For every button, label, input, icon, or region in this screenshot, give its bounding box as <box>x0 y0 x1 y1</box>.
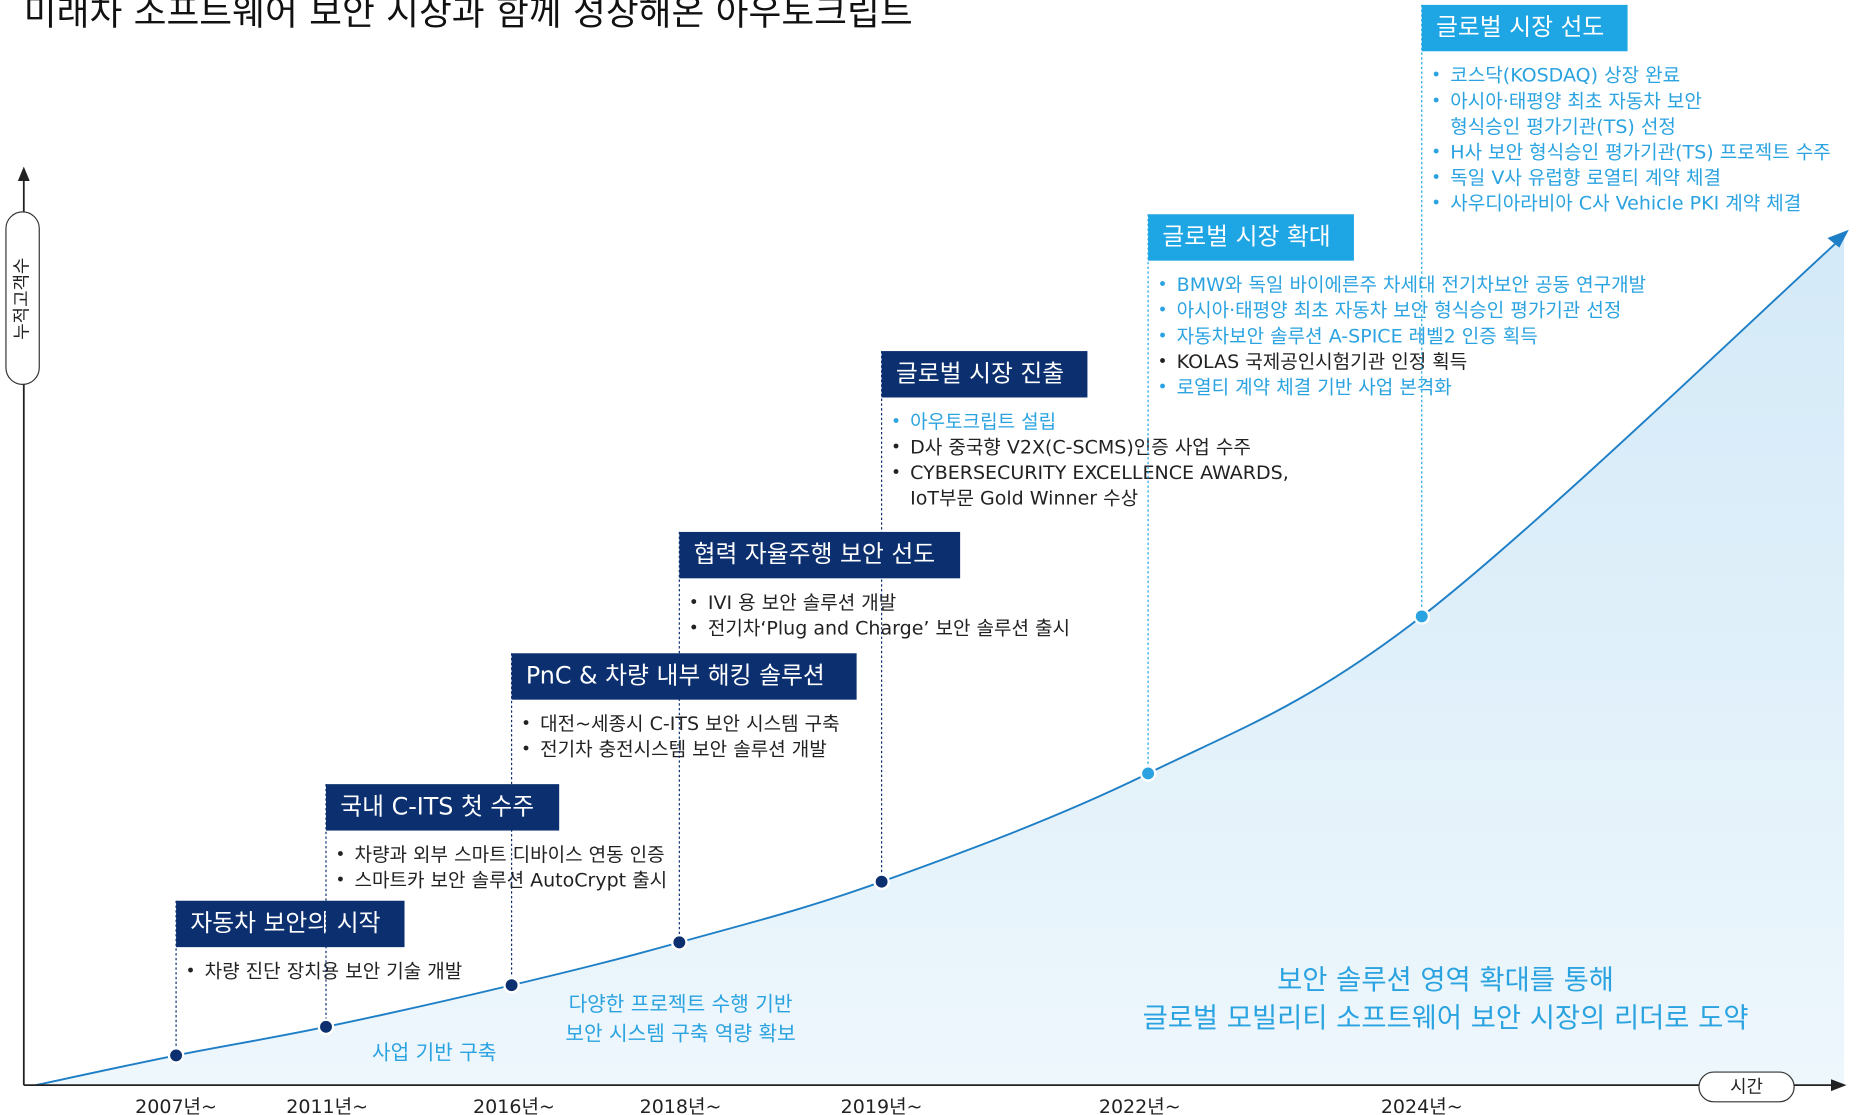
item: 독일 V사 유럽향 로열티 계약 체결 <box>1450 167 1721 189</box>
item: 전기차‘Plug and Charge’ 보안 솔루션 출시 <box>708 617 1070 639</box>
milestone-dot <box>167 1047 185 1064</box>
heading-box <box>1148 214 1354 261</box>
heading-box <box>1421 4 1628 52</box>
year: 2011년~ <box>286 1096 368 1115</box>
item: IVI 용 보안 솔루션 개발 <box>708 592 896 614</box>
item: D사 중국향 V2X(C-SCMS)인증 사업 수주 <box>910 437 1251 459</box>
year: 2018년~ <box>640 1096 722 1115</box>
growth-curve <box>35 234 1845 1087</box>
item: BMW와 독일 바이에른주 차세대 전기차보안 공동 연구개발 <box>1177 274 1646 296</box>
bullet: • <box>891 438 901 457</box>
heading-box <box>511 653 857 700</box>
bullet: • <box>1431 168 1441 187</box>
bullet: • <box>1431 66 1441 85</box>
item: 아시아·태평양 최초 자동차 보안 <box>1450 90 1702 112</box>
bullet: • <box>1158 352 1168 371</box>
item: KOLAS 국제공인시험기관 인정 획득 <box>1177 351 1468 373</box>
y-axis-label: 누적고객수 <box>12 258 33 340</box>
heading-box <box>176 900 405 948</box>
year: 2019년~ <box>841 1096 923 1115</box>
x-label-pill <box>1698 1071 1795 1103</box>
heading: 국내 C-ITS 첫 수주 <box>340 792 534 820</box>
heading: 자동차 보안의 시작 <box>190 909 380 937</box>
milestone-dot <box>1139 765 1157 782</box>
title: 미래차 소프트웨어 보안 시장과 함께 성장해온 아우토크립트 <box>24 0 913 33</box>
heading: 글로벌 시장 선도 <box>1436 13 1604 41</box>
item: 대전~세종시 C-ITS 보안 시스템 구축 <box>540 713 839 735</box>
bullet: • <box>1158 377 1168 396</box>
milestone-dot <box>1413 608 1431 625</box>
milestone-dot <box>317 1018 335 1036</box>
milestone-dot <box>873 873 890 891</box>
milestone-dot <box>503 976 520 994</box>
bullet: • <box>891 463 901 482</box>
heading: 글로벌 시장 진출 <box>896 359 1064 387</box>
item: 로열티 계약 체결 기반 사업 본격화 <box>1177 376 1452 398</box>
item: IoT부문 Gold Winner 수상 <box>910 488 1138 510</box>
x-arrow <box>1831 1079 1847 1092</box>
year: 2016년~ <box>473 1096 555 1115</box>
bullet: • <box>1431 91 1441 110</box>
item: 차량 진단 장치용 보안 기술 개발 <box>205 961 463 983</box>
item: CYBERSECURITY EXCELLENCE AWARDS, <box>910 462 1289 484</box>
note: 글로벌 모빌리티 소프트웨어 보안 시장의 리더로 도약 <box>1143 1003 1749 1034</box>
item: 전기차 충전시스템 보안 솔루션 개발 <box>540 739 827 761</box>
year: 2024년~ <box>1381 1096 1463 1115</box>
y-label-pill <box>5 211 40 385</box>
heading-box <box>881 351 1088 398</box>
note: 다양한 프로젝트 수행 기반 <box>569 992 793 1016</box>
note: 사업 기반 구축 <box>372 1041 496 1065</box>
x-axis-label: 시간 <box>1730 1077 1763 1098</box>
item: 스마트카 보안 솔루션 AutoCrypt 출시 <box>355 870 668 892</box>
y-arrow <box>17 166 30 181</box>
bullet: • <box>186 962 196 981</box>
heading: 글로벌 시장 확대 <box>1162 223 1330 251</box>
bullet: • <box>336 845 346 864</box>
bullet: • <box>521 714 531 733</box>
year: 2007년~ <box>135 1096 217 1115</box>
bullet: • <box>689 618 699 637</box>
item: 아우토크립트 설립 <box>910 411 1056 433</box>
heading-box <box>679 531 961 579</box>
year: 2022년~ <box>1099 1096 1181 1115</box>
item: 형식승인 평가기관(TS) 선정 <box>1450 116 1676 138</box>
item: 코스닥(KOSDAQ) 상장 완료 <box>1450 65 1680 87</box>
bullet: • <box>521 740 531 759</box>
bullet: • <box>336 871 346 890</box>
heading-box <box>325 784 560 831</box>
bullet: • <box>891 412 901 431</box>
bullet: • <box>1431 142 1441 161</box>
note: 보안 시스템 구축 역량 확보 <box>565 1022 795 1046</box>
bullet: • <box>1158 326 1168 345</box>
note: 보안 솔루션 영역 확대를 통해 <box>1277 965 1614 996</box>
bullet: • <box>1158 275 1168 294</box>
bullet: • <box>1431 194 1441 213</box>
curve-arrow <box>1827 229 1849 248</box>
item: 사우디아라비아 C사 Vehicle PKI 계약 체결 <box>1450 193 1801 215</box>
heading: 협력 자율주행 보안 선도 <box>694 540 935 568</box>
item: 자동차보안 솔루션 A-SPICE 레벨2 인증 획득 <box>1177 325 1538 347</box>
item: H사 보안 형식승인 평가기관(TS) 프로젝트 수주 <box>1450 141 1830 163</box>
heading: PnC & 차량 내부 해킹 솔루션 <box>526 662 825 690</box>
item: 아시아·태평양 최초 자동차 보안 형식승인 평가기관 선정 <box>1177 300 1622 322</box>
item: 차량과 외부 스마트 디바이스 연동 인증 <box>355 844 665 866</box>
growth-area <box>35 235 1845 1086</box>
bullet: • <box>689 593 699 612</box>
milestone-dot <box>671 934 688 951</box>
bullet: • <box>1158 301 1168 320</box>
